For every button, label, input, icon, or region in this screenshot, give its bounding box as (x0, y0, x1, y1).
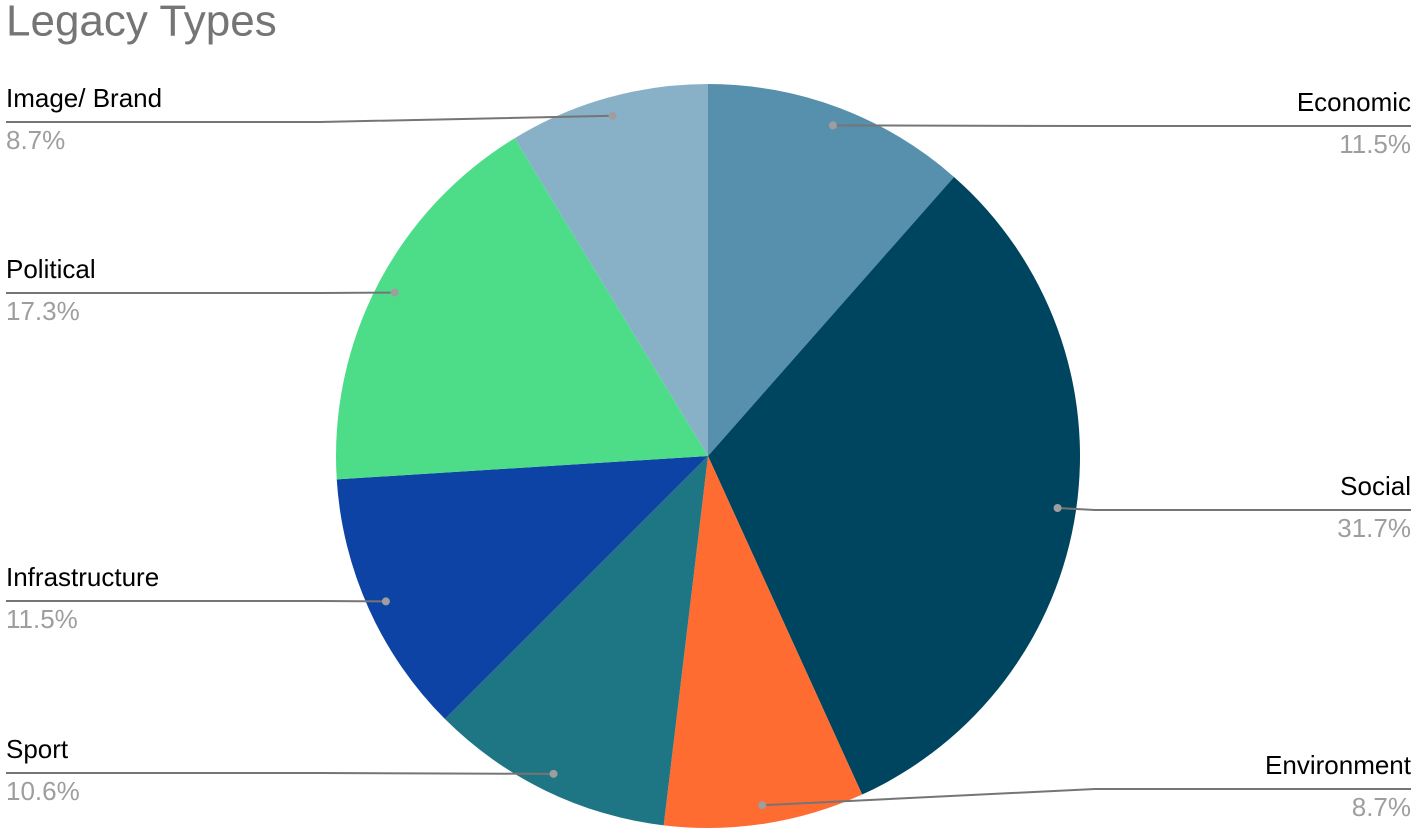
pie-slice (514, 84, 708, 456)
slice-label: Social (1340, 471, 1411, 501)
leader-dot (549, 769, 558, 778)
value-label: 8.7% (1352, 792, 1411, 822)
value-label: 31.7% (1337, 513, 1411, 543)
leader-dot (608, 111, 617, 120)
pie-slice (708, 176, 1080, 795)
pie-slice (708, 84, 955, 456)
leader-line (762, 788, 1411, 807)
chart-title: Legacy Types (6, 0, 277, 46)
leader-dot (1053, 503, 1062, 512)
value-label: 11.5% (1339, 129, 1411, 159)
leader-dot (758, 801, 767, 810)
value-label: 10.6% (6, 776, 80, 806)
leader-line (6, 114, 613, 123)
slice-label: Image/ Brand (6, 83, 162, 113)
slice-label: Economic (1297, 87, 1411, 117)
slice-label: Sport (6, 734, 69, 764)
pie-slice (336, 138, 708, 480)
leader-line (832, 124, 1411, 127)
value-label: 17.3% (6, 296, 80, 326)
leader-dot (390, 288, 399, 297)
leader-line (1057, 506, 1411, 511)
value-label: 11.5% (6, 604, 78, 634)
pie-slice (663, 456, 863, 829)
leader-dot (828, 121, 837, 130)
slice-label: Environment (1265, 750, 1412, 780)
slice-label: Political (6, 254, 96, 284)
pie-slice (444, 456, 708, 826)
leader-line (6, 772, 554, 775)
value-label: 8.7% (6, 125, 65, 155)
slice-label: Infrastructure (6, 562, 159, 592)
pie-slice (336, 456, 708, 720)
leader-dot (381, 597, 390, 606)
